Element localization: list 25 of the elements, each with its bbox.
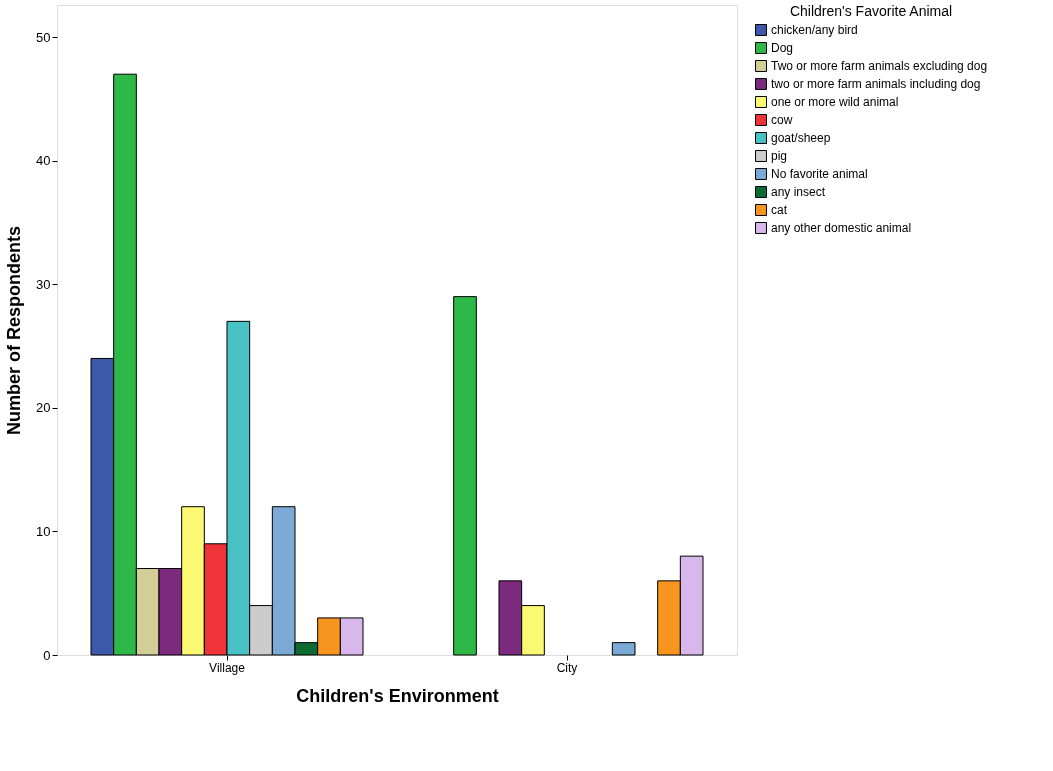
legend-label: two or more farm animals including dog	[771, 77, 981, 91]
legend-label: one or more wild animal	[771, 95, 899, 109]
y-tick-label: 40	[36, 153, 51, 169]
legend-label: No favorite animal	[771, 167, 868, 181]
bar	[611, 642, 636, 656]
legend-label: any other domestic animal	[771, 221, 912, 235]
y-tick-label: 0	[43, 647, 51, 663]
legend-label: Two or more farm animals excluding dog	[771, 59, 988, 73]
legend-label: chicken/any bird	[771, 23, 858, 37]
x-axis-title: Children's Environment	[296, 685, 499, 706]
legend-label: pig	[771, 149, 788, 163]
y-axis-title: Number of Respondents	[4, 225, 25, 436]
legend-label: goat/sheep	[771, 131, 831, 145]
legend-label: cow	[771, 113, 793, 127]
y-tick-label: 20	[36, 400, 51, 416]
legend-label: Dog	[771, 41, 794, 55]
y-tick-label: 50	[36, 29, 51, 45]
y-tick-label: 10	[36, 523, 51, 539]
y-tick-label: 30	[36, 276, 51, 292]
x-tick-label: Village	[209, 660, 246, 675]
legend-label: any insect	[771, 185, 826, 199]
x-tick-label: City	[556, 660, 578, 675]
bar	[453, 296, 477, 656]
legend-label: cat	[771, 203, 788, 217]
legend-title: Children's Favorite Animal	[789, 3, 953, 19]
